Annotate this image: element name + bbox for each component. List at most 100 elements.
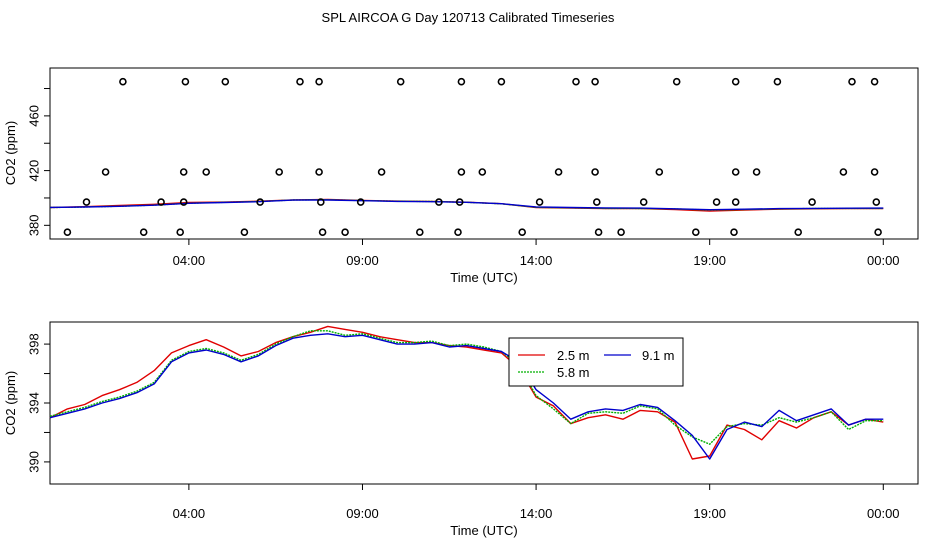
top-panel-point <box>275 168 284 176</box>
legend-label-9-1m: 9.1 m <box>642 348 675 363</box>
top-panel-point <box>870 77 879 86</box>
bottom-panel-series-9-1-m <box>49 333 884 460</box>
top-panel-point <box>176 228 184 236</box>
top-panel-point <box>179 168 188 176</box>
legend: 2.5 m 9.1 m 5.8 m <box>508 337 684 387</box>
top-panel-point <box>454 228 462 236</box>
top-panel-point <box>181 77 190 86</box>
main-title: SPL AIRCOA G Day 120713 Calibrated Times… <box>322 10 615 25</box>
bottom-panel-x-tick-label: 00:00 <box>867 506 900 521</box>
top-panel-point <box>296 77 304 86</box>
top-panel-x-tick-label: 19:00 <box>693 253 726 268</box>
top-panel-point <box>591 77 599 86</box>
top-panel-point <box>455 198 464 206</box>
top-panel-point <box>794 228 803 236</box>
top-panel: 04:00 09:00 14:00 19:00 00:00 380 420 460 Time… <box>3 67 919 285</box>
top-panel-point <box>315 168 323 176</box>
top-panel-point <box>870 168 879 176</box>
top-panel-point <box>457 168 466 176</box>
top-panel-point <box>848 77 856 86</box>
top-panel-point <box>396 77 405 86</box>
top-panel-point <box>157 198 165 206</box>
top-panel-point <box>617 228 625 236</box>
top-y-axis-title: CO2 (ppm) <box>3 121 18 185</box>
top-panel-point <box>240 228 249 236</box>
top-x-ticks: 04:00 09:00 14:00 19:00 00:00 <box>173 239 900 268</box>
top-panel-point <box>554 168 563 176</box>
bottom-panel-series-2-5-m <box>49 325 884 460</box>
top-panel-point <box>518 228 527 236</box>
top-panel-point <box>316 198 325 206</box>
top-panel-x-tick-label: 14:00 <box>520 253 553 268</box>
top-panel-x-tick-label: 04:00 <box>173 253 206 268</box>
top-x-axis-title: Time (UTC) <box>450 270 517 285</box>
top-panel-point <box>572 77 580 86</box>
top-panel-point <box>341 228 349 236</box>
top-panel-point <box>315 77 323 86</box>
top-panel-point <box>594 228 603 236</box>
top-panel-x-tick-label: 00:00 <box>867 253 900 268</box>
top-panel-point <box>655 168 664 176</box>
top-panel-point <box>712 198 721 206</box>
bottom-panel-y-tick-label: 394 <box>26 392 41 414</box>
legend-label-5-8m: 5.8 m <box>557 365 590 380</box>
top-panel-point <box>592 198 601 206</box>
bottom-panel-x-tick-label: 04:00 <box>173 506 206 521</box>
top-panel-point <box>497 77 506 86</box>
top-panel-point <box>139 228 148 236</box>
top-panel-point <box>256 198 264 206</box>
top-panel-point <box>730 228 738 236</box>
top-panel-point <box>457 77 466 86</box>
top-panel-point <box>377 168 386 176</box>
top-panel-point <box>591 168 599 176</box>
top-panel-point <box>478 168 487 176</box>
top-panel-point <box>119 77 127 86</box>
top-panel-point <box>731 77 740 86</box>
top-panel-point <box>356 198 365 206</box>
top-panel-point <box>179 198 188 206</box>
top-panel-series-9-1-m <box>49 199 884 211</box>
bottom-panel: 04:00 09:00 14:00 19:00 00:00 390 394 398 Time… <box>3 321 919 538</box>
top-panel-point <box>672 77 681 86</box>
top-panel-y-tick-label: 420 <box>26 160 41 182</box>
top-panel-point <box>752 168 761 176</box>
top-panel-point <box>872 198 881 206</box>
top-panel-y-tick-label: 380 <box>26 214 41 236</box>
top-panel-point <box>839 168 848 176</box>
top-panel-point <box>63 228 72 236</box>
top-panel-point <box>202 168 210 176</box>
top-panel-point <box>691 228 700 236</box>
top-panel-point <box>435 198 443 206</box>
top-y-ticks: 380 420 460 <box>26 88 50 236</box>
top-panel-point <box>101 168 110 176</box>
top-panel-point <box>318 228 327 236</box>
top-panel-point <box>639 198 648 206</box>
top-panel-point <box>82 198 91 206</box>
top-panel-point <box>731 198 740 206</box>
bottom-panel-x-tick-label: 19:00 <box>693 506 726 521</box>
top-plot-frame <box>49 67 919 240</box>
top-panel-point <box>731 168 740 176</box>
bottom-panel-x-tick-label: 09:00 <box>346 506 379 521</box>
top-panel-point <box>535 198 544 206</box>
bottom-panel-y-tick-label: 390 <box>26 451 41 473</box>
bottom-marks <box>49 325 884 460</box>
top-panel-point <box>415 228 424 236</box>
bottom-y-ticks: 390 394 398 <box>26 333 50 473</box>
legend-box <box>508 337 684 387</box>
top-marks <box>49 77 884 236</box>
top-panel-point <box>221 77 230 86</box>
bottom-x-axis-title: Time (UTC) <box>450 523 517 538</box>
top-panel-point <box>808 198 816 206</box>
bottom-y-axis-title: CO2 (ppm) <box>3 371 18 435</box>
bottom-panel-y-tick-label: 398 <box>26 333 41 355</box>
top-panel-x-tick-label: 09:00 <box>346 253 379 268</box>
top-panel-point <box>773 77 782 86</box>
bottom-panel-x-tick-label: 14:00 <box>520 506 553 521</box>
bottom-x-ticks: 04:00 09:00 14:00 19:00 00:00 <box>173 484 900 521</box>
bottom-panel-series-5-8-m <box>49 330 884 445</box>
top-panel-y-tick-label: 460 <box>26 105 41 127</box>
top-panel-point <box>874 228 882 236</box>
